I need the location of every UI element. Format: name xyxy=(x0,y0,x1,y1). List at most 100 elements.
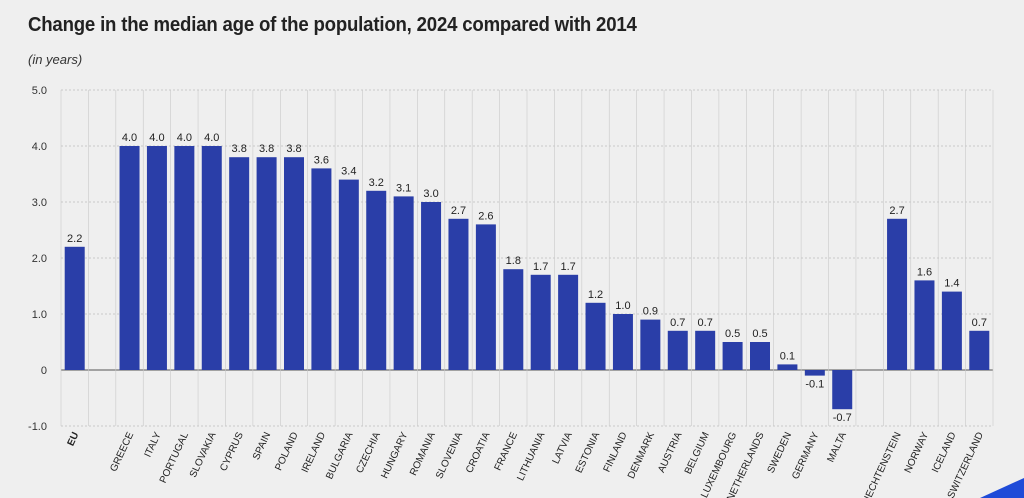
x-tick-label: FINLAND xyxy=(602,431,630,474)
bar xyxy=(640,319,661,370)
grid-lines xyxy=(60,89,994,427)
x-tick-label: ESTONIA xyxy=(574,430,603,475)
bar-value-label: 3.0 xyxy=(423,188,438,200)
x-tick-label: ICELAND xyxy=(930,431,958,475)
bar xyxy=(338,179,359,370)
chart-subtitle: (in years) xyxy=(28,52,83,67)
bar-value-label: 3.6 xyxy=(314,154,329,166)
bar-value-label: 0.7 xyxy=(670,317,685,329)
bar-value-label: 0.9 xyxy=(643,306,658,318)
x-tick-label: BELGIUM xyxy=(683,431,712,476)
bar-value-label: 1.0 xyxy=(615,300,630,312)
bar xyxy=(722,342,743,370)
x-tick-label: SLOVENIA xyxy=(434,430,465,480)
y-tick-label: -1.0 xyxy=(28,421,47,433)
x-tick-label: DENMARK xyxy=(626,430,657,480)
bar xyxy=(119,146,140,370)
x-tick-label: EU xyxy=(66,431,82,448)
bar-value-label: -0.7 xyxy=(833,412,852,424)
bar xyxy=(612,314,633,370)
x-tick-label: MALTA xyxy=(826,430,850,464)
bar-value-label: 1.6 xyxy=(917,266,932,278)
bar xyxy=(64,246,85,370)
bar xyxy=(448,218,469,370)
bar xyxy=(311,168,332,370)
bar-value-label: 3.1 xyxy=(396,182,411,194)
bar xyxy=(558,274,579,370)
bar xyxy=(146,146,167,370)
x-tick-label: PORTUGAL xyxy=(158,430,191,485)
y-tick-label: 3.0 xyxy=(32,197,47,209)
y-axis-ticks: 5.0 4.0 3.0 2.0 1.0 0 -1.0 xyxy=(28,85,47,433)
bar-value-label: 0.5 xyxy=(725,328,740,340)
bar-value-label: 3.4 xyxy=(341,166,356,178)
bar-value-label: 2.7 xyxy=(451,205,466,217)
bar xyxy=(256,157,277,370)
x-tick-label: ITALY xyxy=(143,430,164,459)
bar-value-label: 4.0 xyxy=(149,132,164,144)
x-tick-label: SWEDEN xyxy=(766,431,795,475)
x-tick-label: NORWAY xyxy=(903,430,932,475)
bar xyxy=(695,330,716,370)
bar xyxy=(229,157,250,370)
bar-value-label: 0.5 xyxy=(752,328,767,340)
bar xyxy=(530,274,551,370)
x-tick-label: LITHUANIA xyxy=(515,430,547,482)
bar-value-label: 4.0 xyxy=(177,132,192,144)
bar-value-label: 1.4 xyxy=(944,278,959,290)
corner-decoration xyxy=(980,478,1024,498)
bar-value-label: 4.0 xyxy=(204,132,219,144)
bar xyxy=(174,146,195,370)
bar-value-label: 0.7 xyxy=(698,317,713,329)
bar xyxy=(503,269,524,370)
bar-value-label: 0.1 xyxy=(780,350,795,362)
x-tick-label: CROATIA xyxy=(464,430,493,475)
bar-value-label: 0.7 xyxy=(972,317,987,329)
x-tick-label: FRANCE xyxy=(493,430,520,472)
bar xyxy=(777,364,798,370)
x-tick-label: ROMANIA xyxy=(408,430,438,477)
bar xyxy=(667,330,688,370)
bar xyxy=(887,218,908,370)
bar-value-label: 1.8 xyxy=(506,255,521,267)
bar xyxy=(585,302,606,370)
x-tick-label: LATVIA xyxy=(551,430,575,466)
bar-value-label: 3.8 xyxy=(259,143,274,155)
bar-value-label: 3.8 xyxy=(232,143,247,155)
bar-value-label: 4.0 xyxy=(122,132,137,144)
bar-value-label: 2.2 xyxy=(67,233,82,245)
y-tick-label: 2.0 xyxy=(32,253,47,265)
x-tick-label: LIECHTENSTEIN xyxy=(860,431,903,498)
bar xyxy=(804,370,825,376)
y-tick-label: 1.0 xyxy=(32,309,47,321)
x-tick-label: HUNGARY xyxy=(379,430,410,480)
x-tick-label: CZECHIA xyxy=(354,430,383,475)
bar xyxy=(832,370,853,410)
bar-value-label: -0.1 xyxy=(805,379,824,391)
bar xyxy=(201,146,222,370)
x-tick-label: BULGARIA xyxy=(324,430,355,481)
value-labels: 2.2 4.0 4.0 4.0 4.0 3.8 3.8 3.8 3.6 3.4 3.2 3.1 3.0 2… xyxy=(67,132,987,424)
chart-title: Change in the median age of the populati… xyxy=(28,14,637,36)
x-tick-label: SLOVAKIA xyxy=(188,430,219,479)
bar-value-label: 1.7 xyxy=(533,261,548,273)
bar-value-label: 3.2 xyxy=(369,177,384,189)
bar xyxy=(366,190,387,370)
x-tick-label: IRELAND xyxy=(300,431,328,475)
y-tick-label: 0 xyxy=(41,365,47,377)
bar-value-label: 2.7 xyxy=(889,205,904,217)
x-tick-label: SPAIN xyxy=(251,431,273,462)
bar xyxy=(393,196,414,370)
bar xyxy=(969,330,990,370)
bar xyxy=(914,280,935,370)
x-tick-label: CYPRUS xyxy=(218,430,246,473)
x-tick-label: POLAND xyxy=(273,431,300,473)
x-tick-label: AUSTRIA xyxy=(656,430,684,474)
bar-value-label: 1.2 xyxy=(588,289,603,301)
bar xyxy=(421,202,442,370)
x-tick-label: GREECE xyxy=(108,430,136,473)
y-tick-label: 4.0 xyxy=(32,141,47,153)
bar-value-label: 2.6 xyxy=(478,210,493,222)
